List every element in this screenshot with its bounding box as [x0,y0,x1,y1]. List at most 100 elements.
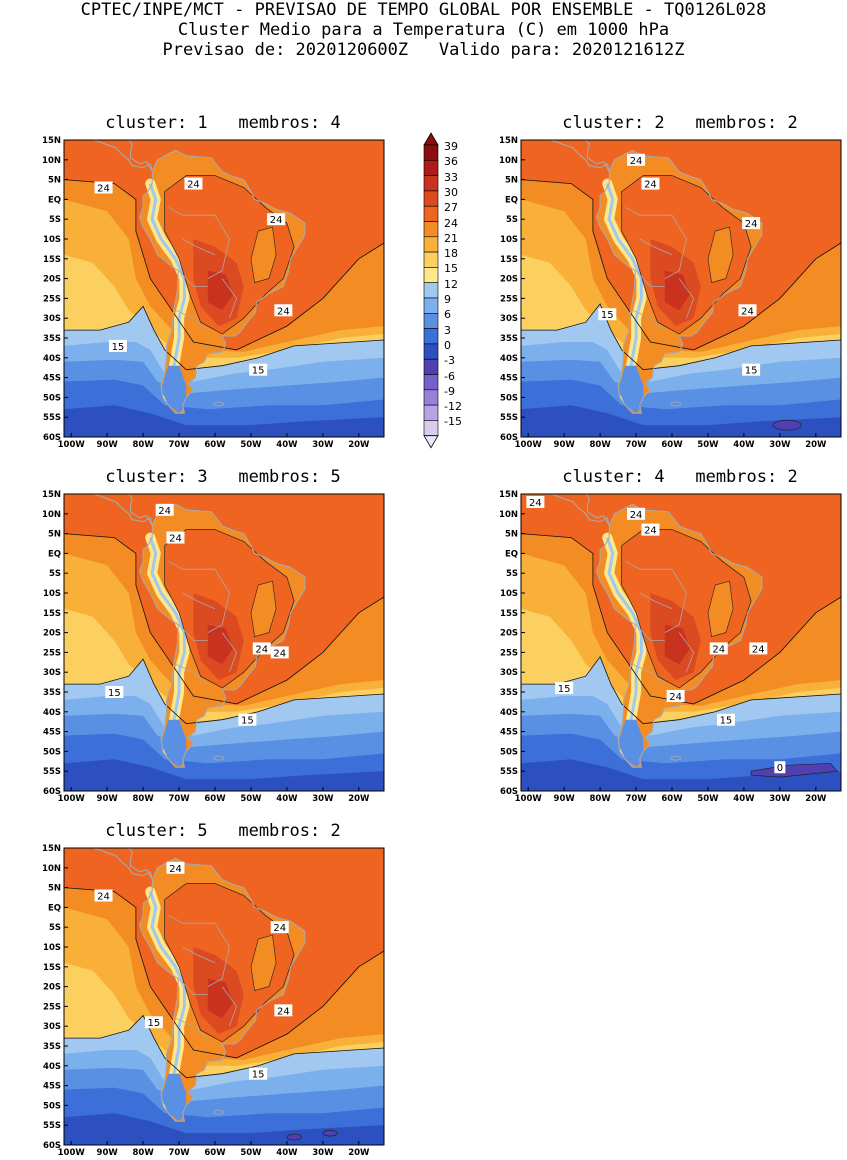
lon-tick-label: 20W [805,440,827,450]
lat-tick-label: 25S [43,648,61,658]
lat-tick-label: 5N [48,884,61,894]
lat-tick-label: 40S [500,354,518,364]
lon-tick-label: 50W [240,440,262,450]
colorbar-tick-label: 6 [444,308,451,322]
contour-label-text: 15 [112,342,125,353]
lon-tick-label: 80W [132,440,154,450]
lon-tick-label: 100W [58,794,86,804]
lat-tick-label: 40S [500,708,518,718]
lon-tick-label: 30W [769,794,791,804]
map-panel-cluster-3: 24 24 24 24 15 15 15N 10N 5N EQ 5S 10S 15S 20S 25S 30S 3… [42,490,385,806]
lon-tick-label: 30W [312,1148,334,1158]
contour-label: 24 [274,1004,293,1017]
lon-tick-label: 50W [697,440,719,450]
lat-tick-label: 10N [42,156,61,166]
lat-tick-label: 5N [505,530,518,540]
contour-label: 24 [94,889,113,903]
lat-tick-label: 10S [43,235,61,245]
lat-tick-label: 25S [43,294,61,304]
lat-tick-label: 10S [500,235,518,245]
contour-label-text: 24 [712,644,725,655]
contour-label-text: 24 [97,892,110,903]
map-panel-cluster-5: 24 24 24 24 15 15 15N 10N 5N EQ 5S 10S 15S 20S 25S 30S 3… [42,844,385,1160]
lon-tick-label: 60W [661,794,683,804]
lon-tick-label: 80W [589,794,611,804]
lon-tick-label: 90W [97,794,119,804]
lat-tick-label: 5N [505,176,518,186]
lat-tick-label: 10S [43,589,61,599]
lat-tick-label: 15S [43,609,61,619]
lat-tick-label: 35S [43,334,61,344]
lat-tick-label: 45S [500,374,518,384]
lat-tick-label: 60S [43,433,61,443]
lat-tick-label: 5S [49,923,61,933]
lat-tick-label: 50S [500,393,518,403]
contour-label: 24 [270,646,289,659]
lat-tick-label: 5S [49,215,61,225]
contour-label-text: 0 [777,763,783,774]
colorbar-tick-label: 3 [444,323,451,337]
lat-tick-label: 25S [43,1002,61,1012]
colorbar-swatch [423,420,439,436]
contour-label: 15 [249,1067,268,1081]
contour-label-text: 24 [644,180,657,191]
lat-tick-label: 30S [43,314,61,324]
lat-tick-label: 35S [43,1042,61,1052]
lat-tick-label: EQ [48,903,61,913]
lat-tick-label: 50S [43,1101,61,1111]
colorbar-swatch [423,221,439,238]
contour-label-text: 15 [108,688,121,699]
panel-title-2: cluster: 2 membros: 2 [562,113,798,133]
lon-tick-label: 70W [168,440,190,450]
contour-label: 15 [249,363,268,377]
lat-tick-label: 10S [43,943,61,953]
lat-tick-label: 10N [42,864,61,874]
lat-tick-label: 50S [43,393,61,403]
contour-label-text: 24 [270,215,283,226]
colorbar-swatch [423,159,439,176]
lat-tick-label: 15N [42,136,61,146]
lat-tick-label: 45S [43,1082,61,1092]
contour-label: 24 [94,181,113,195]
lon-tick-label: 70W [625,440,647,450]
colorbar-tick-label: 30 [444,185,458,199]
contour-label-text: 15 [148,1018,161,1029]
contour-label: 15 [742,363,761,377]
lon-tick-label: 90W [97,440,119,450]
colorbar-tick-label: 33 [444,170,458,184]
contour-label-text: 15 [720,716,733,727]
contour-label: 24 [666,689,685,703]
lat-tick-label: 30S [500,314,518,324]
lat-tick-label: 30S [43,668,61,678]
contour-label-text: 24 [745,219,758,230]
contour-label-text: 24 [273,648,286,659]
lon-tick-label: 60W [661,440,683,450]
contour-label: 15 [108,339,127,353]
lon-tick-label: 80W [132,794,154,804]
lat-tick-label: 10N [499,510,518,520]
lat-tick-label: 20S [500,629,518,639]
lat-tick-label: EQ [48,549,61,559]
colorbar-tick-label: 36 [444,155,458,169]
contour-label-text: 24 [169,534,182,545]
lat-tick-label: 55S [500,767,518,777]
map-panel-cluster-2: 24 24 24 24 15 15 15N 10N 5N EQ 5S 10S 15S 20S 25S 30S 3… [499,136,842,452]
lon-tick-label: 90W [554,440,576,450]
lat-tick-label: 5N [48,530,61,540]
contour-label-text: 24 [741,306,754,317]
lon-tick-label: 30W [769,440,791,450]
lon-tick-label: 80W [132,1148,154,1158]
contour-label: 24 [749,642,768,655]
lat-tick-label: 35S [500,334,518,344]
contour-label-text: 24 [255,644,268,655]
lon-tick-label: 40W [276,1148,298,1158]
contour-label: 15 [238,713,257,727]
contour-label-text: 24 [187,180,200,191]
contour-label: 24 [627,153,646,167]
colorbar-swatch [423,313,439,329]
colorbar-swatch [423,358,439,375]
lon-tick-label: 70W [168,1148,190,1158]
colorbar-swatch [423,236,439,253]
colorbar-tick-label: -3 [444,354,455,368]
map-panel-cluster-4: 24 24 24 24 24 24 15 15 0 15N 10N 5N EQ 5S 10S 15S 20S 25… [499,490,842,806]
